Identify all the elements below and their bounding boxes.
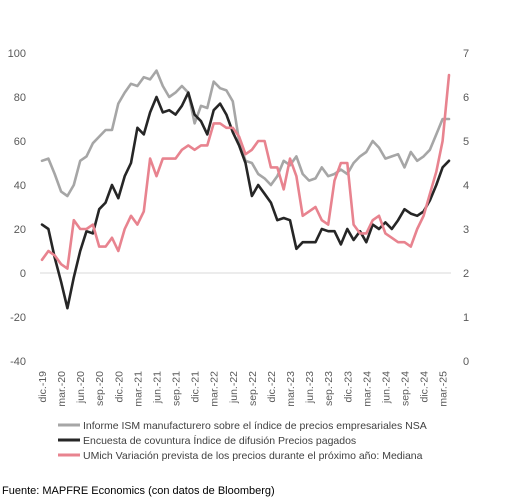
left-tick-label: 80 [14,92,26,104]
series-line-2 [40,91,451,310]
x-tick-label: sep.-22 [247,371,259,406]
x-tick-label: mar.-21 [132,371,144,407]
x-tick-label: mar.-25 [438,371,450,407]
source-note: Fuente: MAPFRE Economics (con datos de B… [2,485,275,497]
series-line-3 [40,73,451,270]
left-tick-label: 60 [14,136,26,148]
legend: Informe ISM manufacturero sobre el índic… [58,420,427,462]
x-tick-label: dic.-24 [419,371,431,403]
right-tick-label: 2 [463,268,469,280]
right-tick-label: 3 [463,224,469,236]
series-layer [40,69,451,310]
right-tick-label: 1 [463,312,469,324]
x-tick-label: mar.-23 [285,371,297,407]
x-tick-label: mar.-24 [361,371,373,407]
left-tick-label: 0 [20,268,26,280]
x-tick-label: jun.-24 [380,371,392,404]
x-tick-label: dic.-19 [37,371,49,403]
left-tick-label: -40 [10,356,26,368]
right-tick-label: 7 [463,48,469,60]
x-tick-label: sep.-24 [400,371,412,406]
legend-label-1: Informe ISM manufacturero sobre el índic… [83,420,427,432]
legend-label-3: UMich Variación prevista de los precios … [83,450,423,462]
legend-label-2: Encuesta de covuntura Índice de difusión… [83,434,356,447]
x-tick-label: mar.-20 [56,371,68,407]
x-tick-label: sep.-20 [94,371,106,406]
x-tick-label: dic.-23 [342,371,354,403]
x-tick-label: dic.-20 [113,371,125,403]
x-tick-label: dic.-21 [190,371,202,403]
right-tick-label: 0 [463,356,469,368]
right-tick-label: 4 [463,180,469,192]
x-tick-label: jun.-23 [304,371,316,404]
right-axis-ticks: 0 1 2 3 4 5 6 7 [463,48,469,368]
left-tick-label: 100 [8,48,26,60]
x-axis-ticks: dic.-19 mar.-20 jun.-20 sep.-20 dic.-20 mar.-… [37,371,450,407]
x-tick-label: jun.-21 [152,371,164,404]
x-tick-label: jun.-20 [75,371,87,404]
left-tick-label: 40 [14,180,26,192]
right-tick-label: 5 [463,136,469,148]
left-axis-ticks: -40 -20 0 20 40 60 80 100 [8,48,26,368]
right-tick-label: 6 [463,92,469,104]
x-tick-label: jun.-22 [228,371,240,404]
left-tick-label: 20 [14,224,26,236]
left-tick-label: -20 [10,312,26,324]
x-tick-label: sep.-21 [171,371,183,406]
x-tick-label: mar.-22 [209,371,221,407]
series-line-1 [40,69,451,198]
x-tick-label: dic.-22 [266,371,278,403]
x-tick-label: sep.-23 [323,371,335,406]
